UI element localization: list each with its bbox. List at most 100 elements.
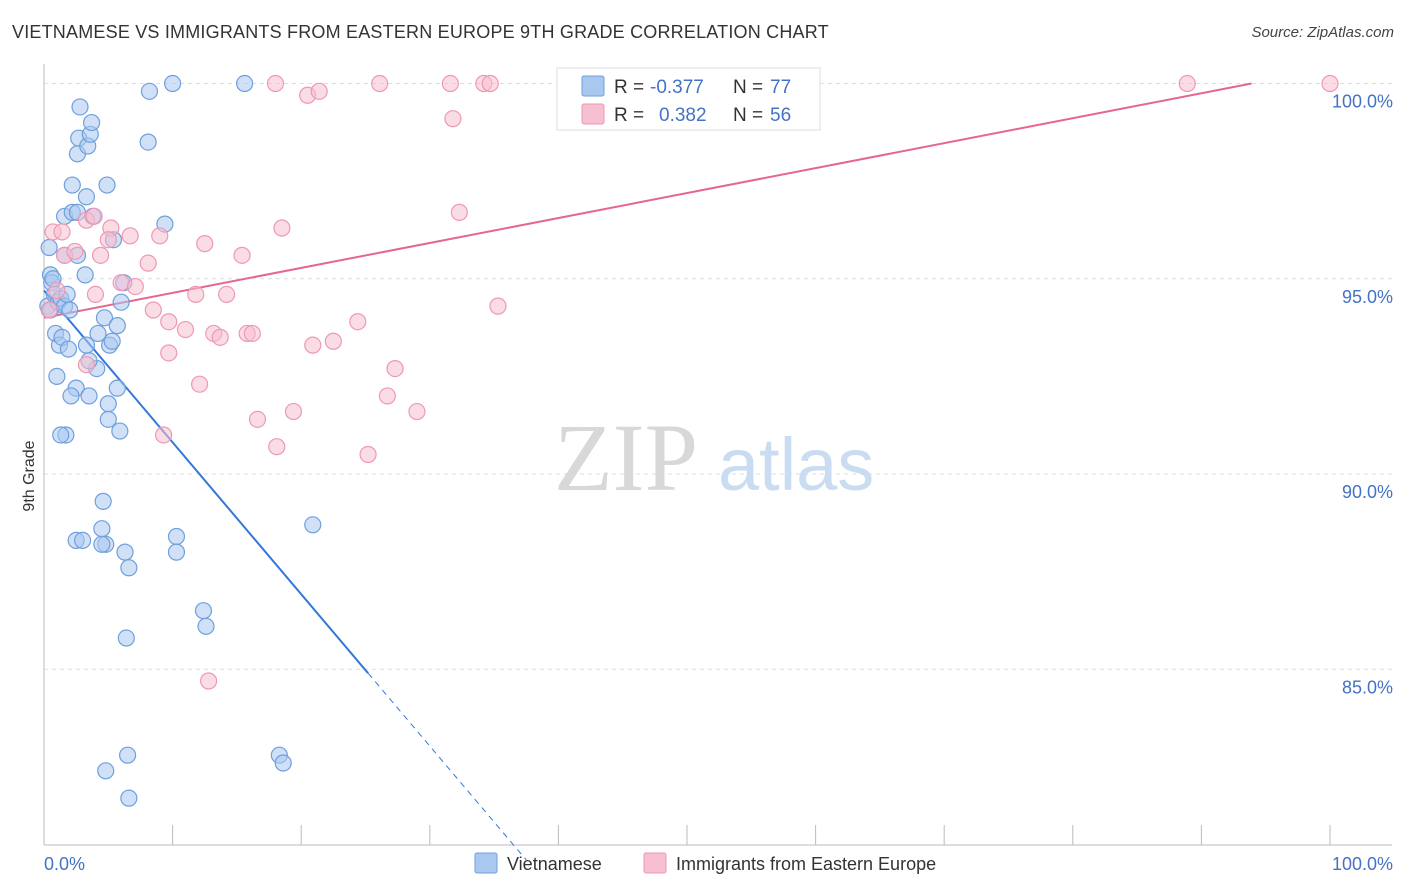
data-point-eastern-europe	[139, 254, 157, 272]
data-point-vietnamese	[194, 602, 213, 620]
data-point-eastern-europe	[176, 320, 195, 339]
data-point-vietnamese	[167, 527, 186, 546]
data-point-eastern-europe	[1178, 74, 1196, 93]
data-point-eastern-europe	[112, 274, 130, 292]
data-point-eastern-europe	[324, 332, 342, 350]
data-point-eastern-europe	[243, 324, 261, 343]
data-point-eastern-europe	[233, 246, 251, 264]
data-point-vietnamese	[97, 762, 115, 780]
data-point-vietnamese	[71, 98, 89, 116]
x-tick-labels: 0.0% 100.0%	[44, 854, 1393, 874]
data-point-vietnamese	[59, 340, 78, 358]
data-point-eastern-europe	[121, 227, 139, 245]
chart-title: VIETNAMESE VS IMMIGRANTS FROM EASTERN EU…	[12, 22, 829, 42]
trend-lines	[43, 82, 1252, 861]
legend-r-value-1: 0.382	[659, 105, 707, 126]
legend-n-value-1: 56	[770, 105, 791, 126]
legend-swatch-vietnamese	[581, 75, 605, 97]
data-point-eastern-europe	[359, 445, 377, 464]
data-point-vietnamese	[52, 426, 70, 444]
data-point-eastern-europe	[40, 301, 58, 319]
data-point-eastern-europe	[444, 110, 462, 128]
data-point-eastern-europe	[441, 74, 459, 93]
data-point-vietnamese	[76, 266, 94, 284]
data-point-vietnamese	[167, 543, 186, 561]
legend: R = -0.377 N = 77 R = 0.382 N = 56	[556, 67, 821, 131]
watermark-atlas: atlas	[718, 423, 874, 506]
data-point-eastern-europe	[1321, 74, 1339, 93]
y-tick-label: 85.0%	[1342, 677, 1393, 697]
data-point-vietnamese	[99, 410, 117, 428]
data-point-vietnamese	[93, 520, 111, 538]
bottom-legend-label-eastern-europe: Immigrants from Eastern Europe	[676, 854, 936, 874]
data-point-vietnamese	[93, 535, 111, 553]
data-point-eastern-europe	[48, 281, 66, 300]
legend-n-label-1: N =	[733, 105, 763, 126]
data-point-eastern-europe	[187, 285, 205, 303]
data-point-eastern-europe	[378, 387, 396, 405]
trend-line-eastern-europe	[43, 82, 1252, 319]
data-point-vietnamese	[80, 387, 98, 405]
data-point-vietnamese	[63, 176, 81, 194]
y-axis-title: 9th Grade	[21, 440, 38, 511]
data-point-eastern-europe	[489, 297, 507, 315]
data-point-eastern-europe	[66, 242, 84, 261]
data-point-eastern-europe	[86, 285, 105, 303]
data-point-vietnamese	[274, 754, 292, 772]
data-point-eastern-europe	[196, 235, 214, 253]
data-point-eastern-europe	[481, 74, 499, 93]
trend-line-vietnamese	[43, 289, 369, 674]
legend-swatch-eastern-europe	[581, 103, 605, 125]
data-point-eastern-europe	[284, 402, 303, 421]
data-point-eastern-europe	[53, 223, 71, 241]
data-point-vietnamese	[99, 395, 117, 413]
data-point-vietnamese	[120, 789, 138, 807]
data-point-vietnamese	[98, 176, 116, 194]
axes	[43, 64, 1392, 846]
data-point-vietnamese	[116, 543, 134, 561]
data-point-eastern-europe	[310, 82, 328, 100]
data-point-vietnamese	[112, 293, 130, 311]
data-point-eastern-europe	[408, 402, 426, 421]
data-point-vietnamese	[140, 82, 159, 100]
data-point-eastern-europe	[266, 74, 285, 93]
data-point-eastern-europe	[85, 207, 103, 225]
data-point-vietnamese	[164, 74, 182, 93]
data-point-vietnamese	[236, 74, 254, 93]
data-point-eastern-europe	[77, 356, 96, 374]
watermark: ZIP atlas	[554, 404, 874, 511]
data-points	[39, 74, 1339, 807]
data-point-vietnamese	[197, 617, 215, 635]
bottom-legend: Vietnamese Immigrants from Eastern Europ…	[474, 852, 936, 874]
data-point-vietnamese	[108, 379, 126, 397]
data-point-eastern-europe	[211, 328, 229, 346]
data-point-vietnamese	[120, 559, 138, 577]
data-point-eastern-europe	[200, 672, 218, 690]
data-point-eastern-europe	[371, 74, 389, 93]
data-point-vietnamese	[89, 324, 107, 343]
y-tick-label: 90.0%	[1342, 482, 1393, 502]
y-tick-labels: 85.0% 90.0% 95.0% 100.0%	[1332, 92, 1393, 698]
legend-r-label-1: R =	[614, 105, 644, 126]
legend-r-label-0: R =	[614, 77, 644, 98]
data-point-vietnamese	[103, 332, 121, 350]
data-point-vietnamese	[77, 188, 96, 206]
data-point-vietnamese	[117, 629, 135, 647]
data-point-eastern-europe	[218, 285, 236, 303]
data-point-eastern-europe	[160, 313, 178, 331]
data-point-eastern-europe	[386, 359, 404, 378]
trend-line-vietnamese-extrapolated	[367, 672, 527, 861]
data-point-vietnamese	[61, 301, 79, 319]
data-point-vietnamese	[95, 309, 114, 327]
watermark-zip: ZIP	[554, 404, 698, 511]
x-tick-label-max: 100.0%	[1332, 854, 1393, 874]
data-point-vietnamese	[77, 336, 96, 354]
data-point-vietnamese	[111, 422, 129, 440]
data-point-eastern-europe	[273, 219, 291, 237]
data-point-eastern-europe	[151, 227, 169, 245]
bottom-legend-label-vietnamese: Vietnamese	[507, 854, 602, 874]
bottom-legend-swatch-vietnamese	[474, 852, 498, 874]
data-point-vietnamese	[139, 133, 157, 151]
data-point-vietnamese	[48, 367, 66, 385]
data-point-eastern-europe	[126, 277, 144, 296]
